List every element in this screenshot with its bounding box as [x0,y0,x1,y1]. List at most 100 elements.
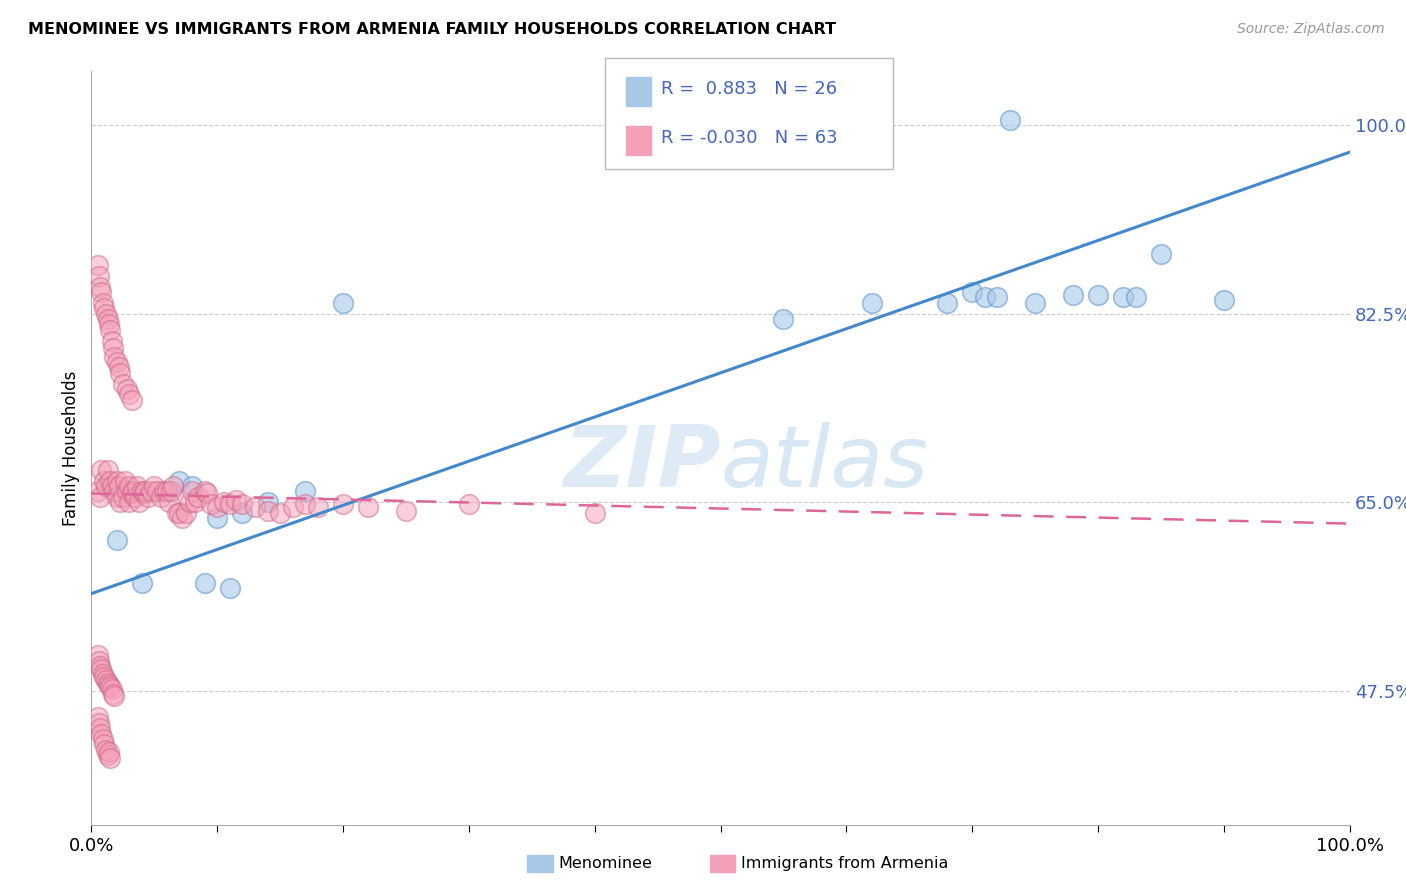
Point [174,506,197,520]
Point [89,490,111,504]
Point [98,318,121,332]
Point [294,497,316,511]
Point [96,673,118,687]
Point [97,748,120,763]
Point [357,500,380,515]
Point [121,392,143,407]
Point [143,479,166,493]
Point [457,497,479,511]
Point [986,291,1008,305]
Point [395,504,418,518]
Point [93,669,115,683]
Point [583,506,606,520]
Point [101,687,124,701]
Point [98,323,121,337]
Point [153,484,176,499]
Point [131,575,153,590]
Point [96,742,118,756]
Point [169,506,191,520]
Point [90,662,112,676]
Point [105,355,128,369]
Point [108,360,131,375]
Point [156,484,179,499]
Point [973,291,995,305]
Point [96,307,118,321]
Point [195,486,218,500]
Point [332,497,354,511]
Point [159,484,181,499]
Point [91,296,114,310]
Point [118,495,141,509]
Point [97,676,120,690]
Text: ZIP: ZIP [562,422,720,505]
Point [179,495,201,509]
Point [181,479,204,493]
Point [134,484,156,499]
Point [105,474,128,488]
Point [90,285,112,299]
Point [269,506,291,520]
Point [131,484,153,499]
Point [89,721,111,735]
Point [93,737,115,751]
Point [962,285,984,299]
Point [103,484,125,499]
Point [218,497,240,511]
Point [105,490,128,504]
Point [166,506,188,520]
Point [231,506,253,520]
Point [86,710,108,724]
Point [90,463,112,477]
Text: Menominee: Menominee [558,856,652,871]
Point [1112,291,1135,305]
Point [105,533,128,547]
Point [89,279,111,293]
Point [86,258,108,272]
Point [87,715,110,730]
Point [118,479,141,493]
Point [124,490,146,504]
Point [1212,293,1236,307]
Point [256,495,278,509]
Point [111,490,134,504]
Point [100,479,122,493]
Point [157,495,180,509]
Point [243,500,266,515]
Point [225,492,247,507]
Point [170,511,193,525]
Point [231,497,253,511]
Text: MENOMINEE VS IMMIGRANTS FROM ARMENIA FAMILY HOUSEHOLDS CORRELATION CHART: MENOMINEE VS IMMIGRANTS FROM ARMENIA FAM… [28,22,837,37]
Point [772,312,794,326]
Point [860,296,883,310]
Point [97,312,120,326]
Point [101,341,124,355]
Point [307,500,329,515]
Point [114,474,136,488]
Point [103,689,125,703]
Point [93,474,115,488]
Text: Source: ZipAtlas.com: Source: ZipAtlas.com [1237,22,1385,37]
Point [200,497,222,511]
Point [86,648,108,662]
Point [110,366,132,380]
Point [98,751,121,765]
Point [91,731,114,746]
Point [96,479,118,493]
Point [87,268,110,283]
Text: R = -0.030   N = 63: R = -0.030 N = 63 [661,129,838,147]
Point [156,484,179,499]
Point [100,334,122,348]
Point [111,376,134,391]
Point [86,484,108,499]
Point [162,479,184,493]
Point [149,490,172,504]
Text: atlas: atlas [720,422,928,505]
Point [118,387,141,401]
Point [998,112,1021,127]
Point [98,678,121,692]
Point [1024,296,1046,310]
Point [91,667,114,681]
Point [1087,288,1109,302]
Point [110,495,132,509]
Point [125,479,148,493]
